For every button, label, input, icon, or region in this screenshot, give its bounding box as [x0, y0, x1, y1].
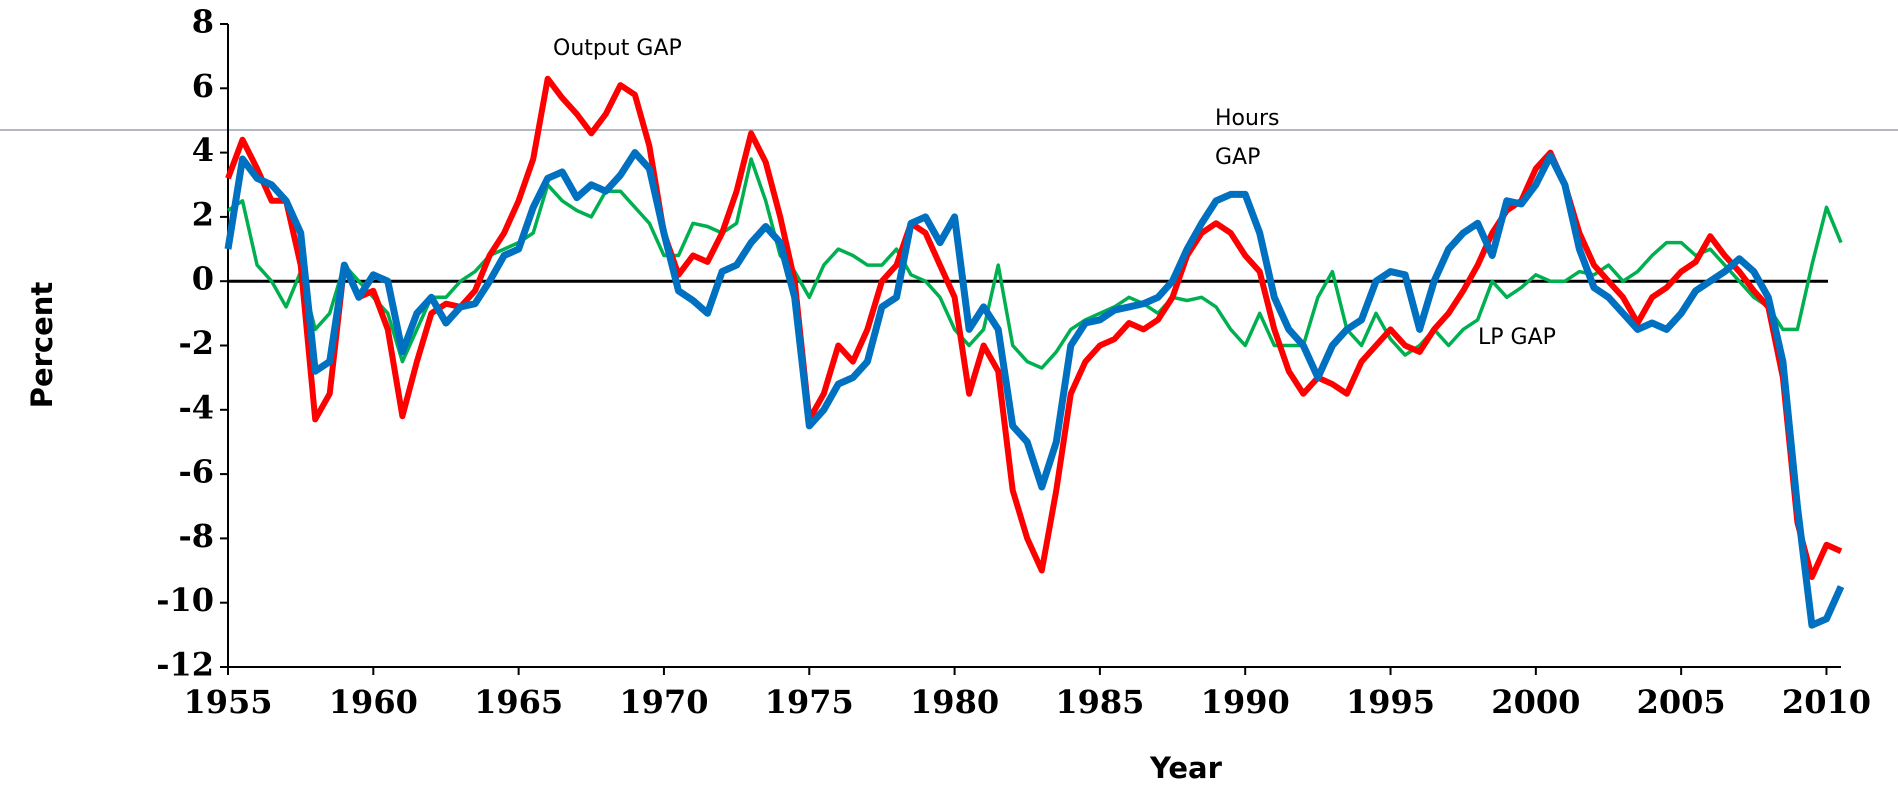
annotation: GAP	[1215, 145, 1260, 170]
y-tick-label: -6	[178, 453, 214, 491]
x-tick-label: 2000	[1491, 683, 1580, 721]
x-tick-label: 1995	[1346, 683, 1435, 721]
x-axis-title: Year	[1149, 751, 1223, 785]
x-tick-label: 1990	[1201, 683, 1290, 721]
x-tick-label: 2010	[1782, 683, 1871, 721]
y-tick-label: -10	[156, 581, 214, 619]
y-tick-label: 4	[192, 131, 214, 169]
y-tick-label: 8	[192, 3, 214, 41]
annotation: Hours	[1215, 106, 1279, 131]
series-line	[227, 157, 1843, 370]
annotation: Output GAP	[553, 36, 682, 61]
x-tick-label: 1970	[619, 683, 708, 721]
y-tick-label: 2	[192, 195, 214, 233]
y-tick-label: 6	[192, 67, 214, 105]
x-tick-label: 1955	[183, 683, 272, 721]
series-line	[225, 75, 1843, 580]
x-tick-label: 1960	[329, 683, 418, 721]
x-tick-label: 1985	[1055, 683, 1144, 721]
y-tick-label: 0	[192, 260, 214, 298]
x-tick-label: 1980	[910, 683, 999, 721]
y-tick-label: -12	[156, 646, 214, 684]
y-tick-label: -8	[178, 517, 214, 555]
y-tick-label: -2	[178, 324, 214, 362]
series-line	[224, 149, 1845, 629]
x-tick-label: 1965	[474, 683, 563, 721]
y-axis-title: Percent	[25, 282, 59, 409]
y-tick-label: -4	[178, 388, 214, 426]
x-tick-label: 1975	[765, 683, 854, 721]
x-tick-label: 2005	[1637, 683, 1726, 721]
annotation: LP GAP	[1478, 325, 1556, 350]
